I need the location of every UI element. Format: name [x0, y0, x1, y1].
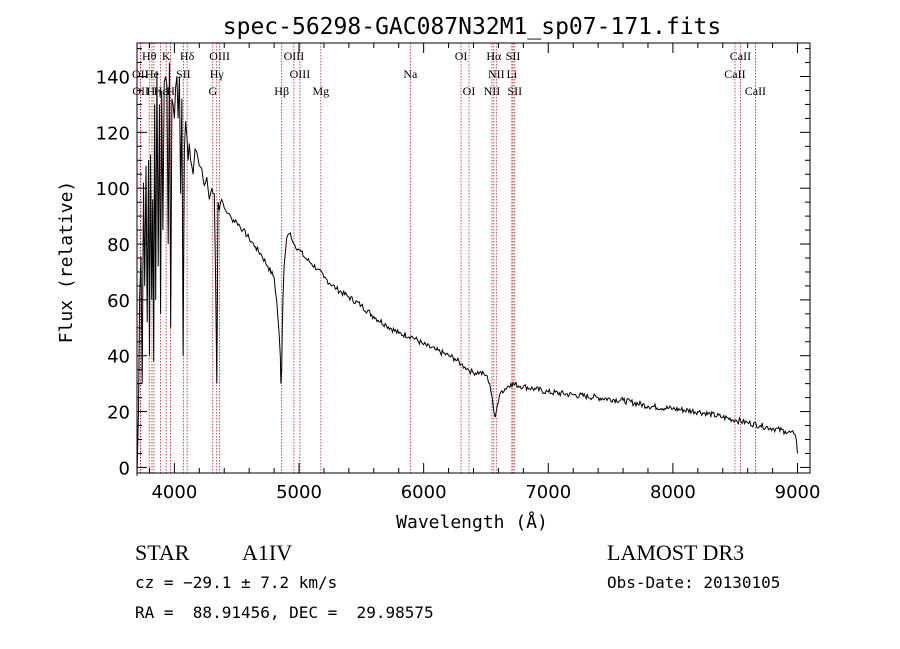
spectrum-line: [136, 62, 798, 476]
line-marker-label: Na: [403, 67, 418, 81]
x-tick-label: 8000: [650, 482, 696, 503]
chart-title: spec-56298-GAC087N32M1_sp07-171.fits: [223, 14, 722, 40]
line-marker-label: Hθ: [142, 49, 157, 63]
line-marker-label: Hη: [146, 84, 161, 98]
x-tick-label: 9000: [775, 482, 821, 503]
y-axis-label: Flux (relative): [56, 181, 77, 344]
x-tick-label: 5000: [276, 482, 322, 503]
line-marker-label: Hα: [486, 49, 502, 63]
line-marker-label: Li: [507, 67, 518, 81]
line-marker-label: OI: [463, 84, 476, 98]
line-marker-label: NII: [484, 84, 501, 98]
redshift-velocity: cz = −29.1 ± 7.2 km/s: [135, 573, 338, 592]
line-marker-label: SII: [506, 49, 521, 63]
line-marker-label: OIII: [209, 49, 230, 63]
y-tick-label: 60: [107, 291, 130, 312]
y-tick-label: 0: [119, 458, 130, 479]
line-marker-label: H: [166, 84, 175, 98]
y-tick-label: 40: [107, 347, 130, 368]
line-marker-label: SII: [507, 84, 522, 98]
line-marker-label: CaII: [724, 67, 745, 81]
y-tick-label: 120: [96, 123, 130, 144]
line-marker-label: He: [145, 67, 159, 81]
y-axis: 0 20 40 60 80 100 120 140: [96, 48, 810, 479]
line-marker-label: K: [162, 49, 171, 63]
plot-frame: [136, 42, 811, 474]
line-marker-label: NII: [488, 67, 505, 81]
line-marker-label: CaII: [745, 84, 766, 98]
x-tick-label: 6000: [401, 482, 447, 503]
sky-coordinates: RA = 88.91456, DEC = 29.98575: [135, 603, 434, 622]
line-marker-label: OI: [455, 49, 468, 63]
y-tick-label: 20: [107, 403, 130, 424]
x-axis: 4000 5000 6000 7000 8000 9000: [148, 43, 821, 503]
y-tick-label: 140: [96, 68, 130, 89]
line-marker-label: Hδ: [180, 49, 195, 63]
survey-name: LAMOST DR3: [607, 540, 745, 565]
line-marker-label: OII: [132, 84, 149, 98]
line-marker-label: CaII: [730, 49, 751, 63]
line-marker-label: OIII: [290, 67, 311, 81]
line-marker-label: G: [208, 84, 217, 98]
y-tick-label: 80: [107, 235, 130, 256]
y-tick-label: 100: [96, 179, 130, 200]
line-marker-label: Hγ: [210, 67, 225, 81]
x-tick-label: 4000: [151, 482, 197, 503]
line-marker-label: OII: [132, 67, 149, 81]
line-marker-label: SII: [176, 67, 191, 81]
line-marker-label: OIII: [284, 49, 305, 63]
observation-date: Obs-Date: 20130105: [607, 573, 781, 592]
line-marker-label: Mg: [312, 84, 329, 98]
line-marker-label: Hβ: [274, 84, 289, 98]
x-tick-label: 7000: [525, 482, 571, 503]
line-markers: [139, 43, 756, 473]
x-axis-label: Wavelength (Å): [396, 511, 548, 533]
object-class: STAR: [135, 540, 190, 565]
object-subclass: A1IV: [242, 540, 293, 565]
